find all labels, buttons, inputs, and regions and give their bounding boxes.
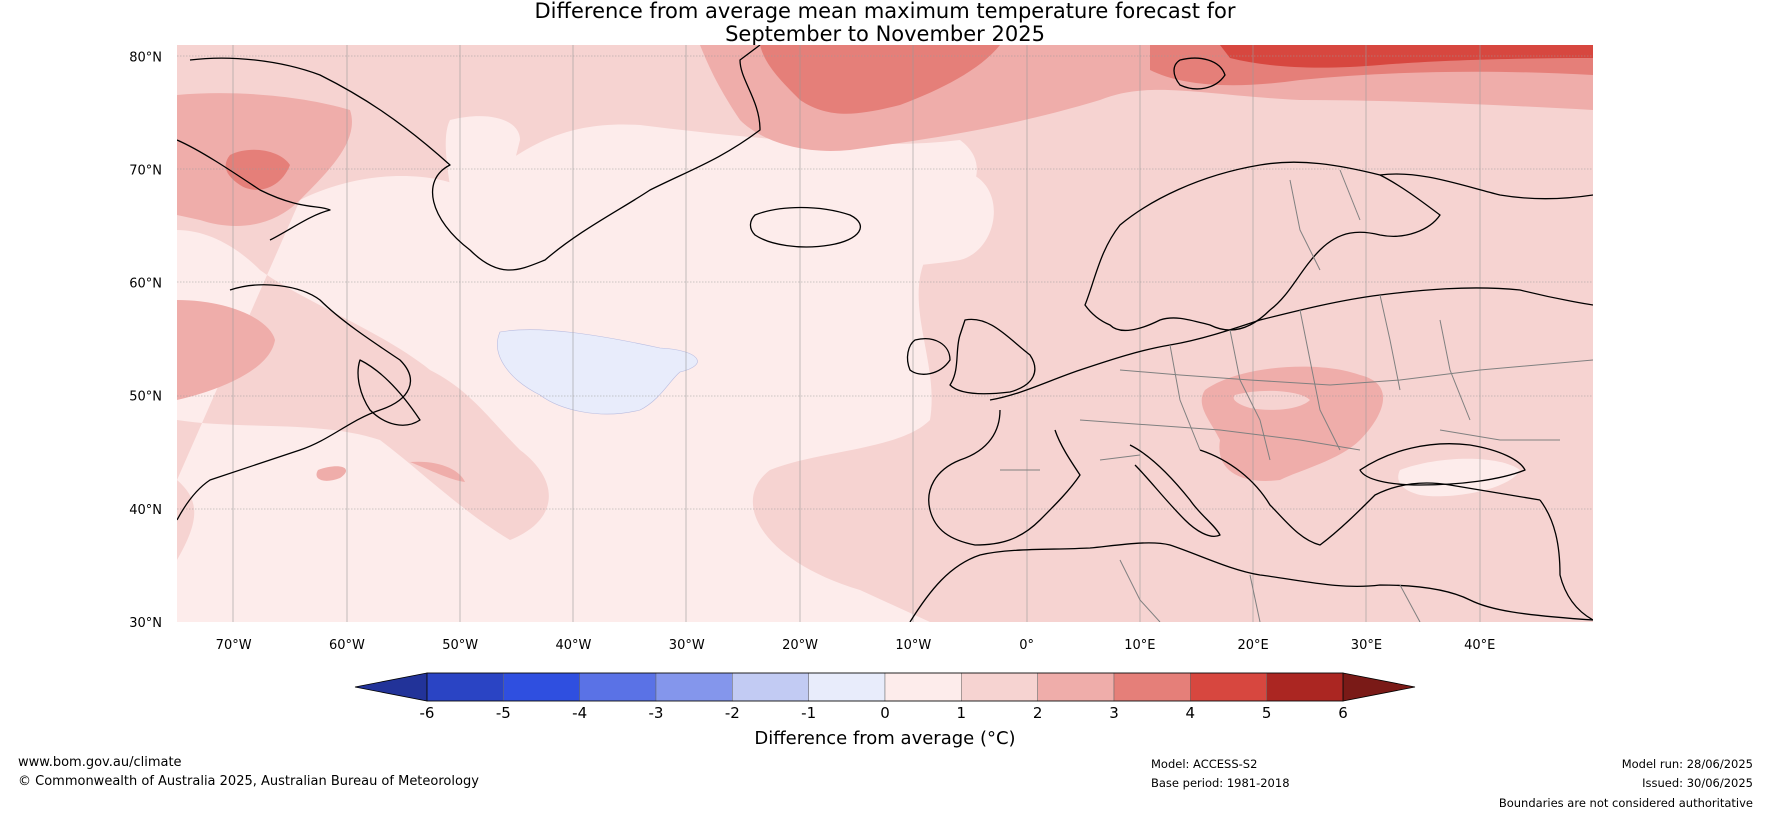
- footer-model-run: Model run: 28/06/2025: [1621, 757, 1753, 771]
- colorbar-tick-label: -6: [420, 704, 435, 720]
- anomaly-region-0-1-iceland: [750, 163, 994, 267]
- colorbar-segment: [1190, 672, 1267, 702]
- colorbar-tick-label: 3: [1109, 704, 1119, 720]
- longitude-label: 40°W: [556, 638, 592, 653]
- colorbar-tick-label: 5: [1262, 704, 1272, 720]
- colorbar-segment: [1266, 672, 1344, 702]
- footer-disclaimer: Boundaries are not considered authoritat…: [1498, 796, 1753, 810]
- colorbar-label: Difference from average (°C): [754, 728, 1016, 749]
- anomaly-region-2-3-atlantic: [410, 461, 465, 482]
- coastline-arctic-russia: [1379, 173, 1593, 200]
- coastline-balkans: [1199, 449, 1541, 546]
- latitude-label: 30°N: [129, 616, 162, 631]
- coastline-ireland: [906, 338, 951, 375]
- longitude-label: 40°E: [1464, 638, 1495, 653]
- longitude-label: 10°W: [895, 638, 931, 653]
- map-title: Difference from average mean maximum tem…: [0, 0, 1770, 46]
- colorbar-segment: [579, 672, 657, 702]
- country-borders: [1000, 169, 1593, 622]
- longitude-label: 70°W: [216, 638, 252, 653]
- colorbar-tick-label: -3: [649, 704, 664, 720]
- longitude-label: 60°W: [329, 638, 365, 653]
- coastline-levant: [1539, 499, 1593, 621]
- longitude-label: 10°E: [1124, 638, 1155, 653]
- longitude-label: 30°E: [1351, 638, 1382, 653]
- longitude-label: 20°W: [782, 638, 818, 653]
- colorbar-extend-low: [354, 672, 428, 702]
- colorbar-segment: [961, 672, 1038, 702]
- latitude-labels: 80°N 70°N 60°N 50°N 40°N 30°N: [129, 50, 162, 631]
- longitude-label: 0°: [1019, 638, 1034, 653]
- anomaly-region-0-1-north: [445, 116, 520, 259]
- latitude-label: 60°N: [129, 277, 162, 292]
- colorbar-segment: [655, 672, 733, 702]
- footer-model: Model: ACCESS-S2: [1151, 757, 1258, 771]
- colorbar-segment: [426, 672, 504, 702]
- coastlines: [177, 45, 1593, 622]
- title-line-1: Difference from average mean maximum tem…: [534, 0, 1236, 23]
- coastline-italy: [1129, 444, 1221, 537]
- latitude-label: 70°N: [129, 163, 162, 178]
- coastline-north-africa: [909, 542, 1593, 622]
- anomaly-region-0-1-turkey: [1398, 458, 1520, 497]
- colorbar-segments: [354, 672, 1416, 702]
- longitude-label: 50°W: [442, 638, 478, 653]
- latitude-label: 80°N: [129, 50, 162, 65]
- colorbar-tick-label: -2: [725, 704, 740, 720]
- latitude-label: 50°N: [129, 390, 162, 405]
- colorbar-segment: [503, 672, 580, 702]
- coastline-baffin: [177, 139, 331, 241]
- temperature-anomaly-map: 80°N 70°N 60°N 50°N 40°N 30°N 70°W 60°W 50°W 40°…: [129, 45, 1593, 653]
- colorbar-tick-labels: -6 -5 -4 -3 -2 -1 0 1 2 3 4 5 6: [420, 704, 1348, 720]
- coastline-labrador: [177, 284, 411, 521]
- colorbar-tick-label: -5: [496, 704, 511, 720]
- colorbar-tick-label: 0: [880, 704, 890, 720]
- anomaly-region-4-5-barents: [1220, 45, 1593, 68]
- longitude-label: 20°E: [1238, 638, 1269, 653]
- title-line-2: September to November 2025: [725, 22, 1045, 46]
- colorbar-tick-label: 2: [1033, 704, 1043, 720]
- colorbar-extend-high: [1342, 672, 1416, 702]
- footer-copyright: © Commonwealth of Australia 2025, Austra…: [18, 774, 479, 789]
- longitude-labels: 70°W 60°W 50°W 40°W 30°W 20°W 10°W 0° 10°E 20°E 30…: [216, 638, 1496, 653]
- colorbar-outline: [426, 672, 1344, 702]
- coastline-greenland: [189, 45, 761, 271]
- anomaly-region-2-3-atlantic-small: [316, 466, 347, 481]
- colorbar-tick-label: 6: [1338, 704, 1348, 720]
- coastline-great-britain: [949, 318, 1036, 395]
- footer-base-period: Base period: 1981-2018: [1151, 776, 1290, 790]
- coastline-black-sea: [1359, 443, 1526, 486]
- meridians: [232, 45, 1481, 622]
- colorbar-segment: [808, 672, 886, 702]
- coastline-scandinavia: [1084, 161, 1441, 332]
- colorbar: -6 -5 -4 -3 -2 -1 0 1 2 3 4 5 6: [354, 672, 1416, 720]
- coastline-europe: [989, 287, 1593, 401]
- footer-issued: Issued: 30/06/2025: [1642, 776, 1753, 790]
- colorbar-tick-label: -4: [572, 704, 587, 720]
- anomaly-region-3-4-baffin: [225, 149, 290, 190]
- colorbar-segment: [732, 672, 809, 702]
- coastline-iberia: [928, 409, 1081, 546]
- colorbar-tick-label: 1: [957, 704, 967, 720]
- colorbar-segment: [1113, 672, 1191, 702]
- coastline-svalbard: [1173, 57, 1226, 90]
- footer-url: www.bom.gov.au/climate: [18, 755, 182, 770]
- colorbar-tick-label: -1: [801, 704, 816, 720]
- colorbar-segment: [1037, 672, 1115, 702]
- latitude-label: 40°N: [129, 503, 162, 518]
- anomaly-region-3-4-greenland: [760, 45, 1000, 114]
- coastline-iceland: [749, 206, 862, 248]
- colorbar-segment: [884, 672, 962, 702]
- coastline-newfoundland: [357, 359, 421, 426]
- colorbar-tick-label: 4: [1186, 704, 1196, 720]
- anomaly-region-2-3-newfoundland: [177, 300, 275, 400]
- anomaly-region-neg1-0: [497, 329, 698, 415]
- longitude-label: 30°W: [669, 638, 705, 653]
- graticule: [177, 55, 1593, 510]
